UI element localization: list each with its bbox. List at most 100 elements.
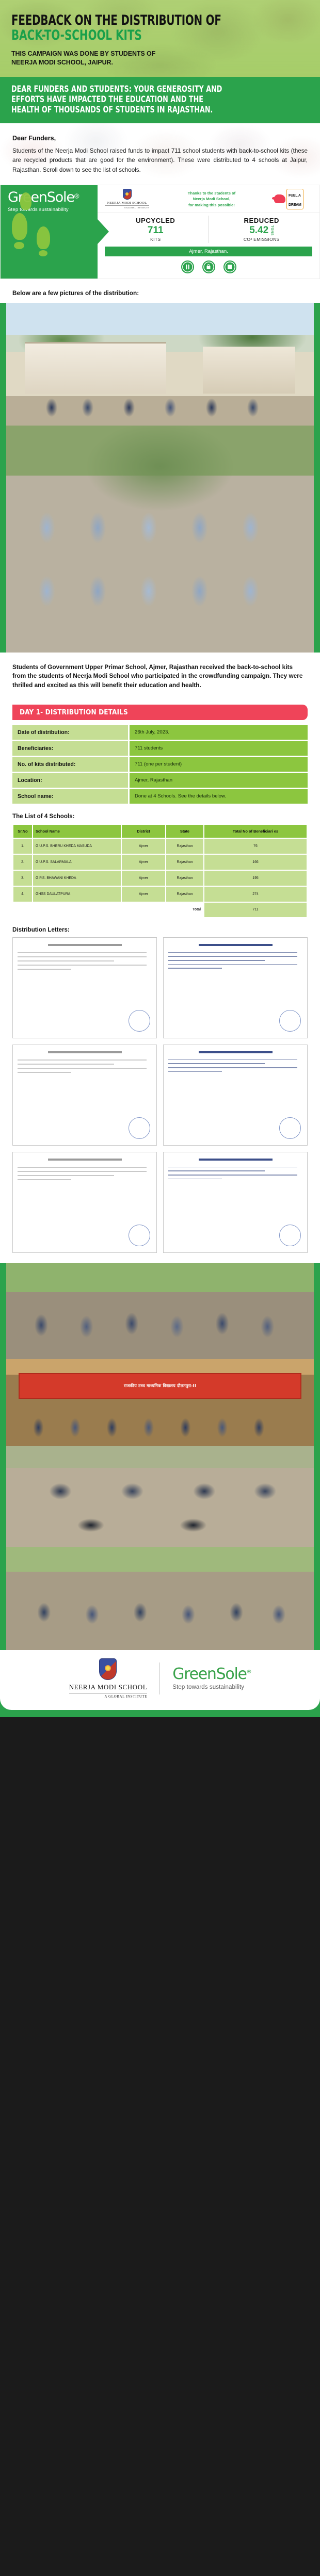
photo-band-wide bbox=[0, 1546, 320, 1650]
hero-section: FEEDBACK ON THE DISTRIBUTION OF BACK-TO-… bbox=[0, 0, 320, 77]
doc-text-line bbox=[18, 1063, 115, 1065]
footer-school-sub: A GLOBAL INSTITUTE bbox=[69, 1692, 148, 1699]
footprint-toes-icon bbox=[14, 241, 24, 249]
registered-trademark-icon: ® bbox=[246, 1669, 252, 1675]
photo-element bbox=[18, 493, 302, 556]
footer-greensole-logo: GreenSole® Step towards sustainability bbox=[172, 1665, 252, 1690]
description-block: Students of Government Upper Primar Scho… bbox=[0, 652, 320, 696]
detail-row: Beneficiaries: 711 students bbox=[12, 741, 308, 756]
school-hoarding-sign: राजकीय उच्च माध्यमिक विद्यालय दौलतपुरा-I… bbox=[18, 1373, 302, 1399]
footer-neerja-modi-school-logo: NEERJA MODI SCHOOL A GLOBAL INSTITUTE bbox=[69, 1658, 148, 1699]
photo-group-students bbox=[6, 1263, 314, 1359]
footer-divider bbox=[159, 1662, 161, 1694]
school-crest-icon bbox=[99, 1658, 117, 1680]
stat-upcycled-label: UPCYCLED bbox=[136, 216, 175, 224]
footer-band: NEERJA MODI SCHOOL A GLOBAL INSTITUTE Gr… bbox=[0, 1650, 320, 1717]
column-header-school-name: School Name bbox=[33, 824, 121, 838]
doc-text-line bbox=[168, 1059, 297, 1061]
letter-document bbox=[163, 937, 308, 1038]
doc-text-line bbox=[18, 952, 147, 953]
doc-text-line bbox=[18, 968, 71, 970]
detail-key: Location: bbox=[12, 773, 128, 788]
detail-value: 26th July, 2023. bbox=[130, 725, 308, 740]
cell-srno: 1. bbox=[13, 838, 32, 854]
table-row: 2. G.U.P.S. SALARMALA Ajmer Rajasthan 16… bbox=[13, 854, 307, 870]
letter-section: Dear Funders, Students of the Neerja Mod… bbox=[0, 123, 320, 185]
cell-beneficiaries: 274 bbox=[204, 886, 307, 902]
doc-header-line bbox=[198, 1158, 273, 1161]
detail-value: 711 (one per student) bbox=[130, 757, 308, 772]
thanks-row: NEERJA MODI SCHOOL A GLOBAL INSTITUTE Th… bbox=[98, 185, 319, 213]
doc-text-line bbox=[168, 964, 297, 965]
footer-brand-name: GreenSole bbox=[172, 1665, 247, 1683]
hero-subtitle-line2: NEERJA MODI SCHOOL, JAIPUR. bbox=[11, 59, 113, 67]
doc-text-line bbox=[168, 1166, 297, 1168]
photo-students-seated bbox=[6, 1445, 314, 1547]
doc-text-line bbox=[168, 1174, 297, 1176]
infographic-page: FEEDBACK ON THE DISTRIBUTION OF BACK-TO-… bbox=[0, 0, 320, 1717]
doc-header-line bbox=[198, 943, 273, 946]
cell-srno: 4. bbox=[13, 886, 32, 902]
total-label: Total bbox=[193, 907, 201, 911]
detail-key: Beneficiaries: bbox=[12, 741, 128, 756]
greensole-tagline: Step towards sustainability bbox=[8, 206, 69, 213]
doc-text-line bbox=[18, 960, 115, 961]
photo-element bbox=[18, 1280, 302, 1356]
photo-element bbox=[21, 1470, 299, 1541]
bag-icon bbox=[202, 260, 215, 273]
distribution-letters-grid bbox=[12, 937, 308, 1253]
table-row: 4. GHSS DAULATPURA Ajmer Rajasthan 274 bbox=[13, 886, 307, 902]
cell-school-name: G.P.S. BHAWANI KHEDA bbox=[33, 870, 121, 886]
cell-school-name: G.U.P.S. BHERU KHEDA MASUDA bbox=[33, 838, 121, 854]
photo-element bbox=[18, 1406, 302, 1443]
cell-district: Ajmer bbox=[122, 886, 165, 902]
photo-band-sitting bbox=[0, 1445, 320, 1547]
impact-stats: UPCYCLED 711 KITS REDUCED 5.42 TONS CO² E… bbox=[98, 213, 319, 244]
doc-text-line bbox=[168, 1170, 265, 1171]
column-header-srno: Sr.No bbox=[13, 824, 32, 838]
hoarding-text: राजकीय उच्च माध्यमिक विद्यालय दौलतपुरा-I… bbox=[123, 1383, 197, 1389]
doc-stamp-icon bbox=[129, 1009, 150, 1032]
photo-element bbox=[18, 557, 302, 619]
letter-document bbox=[12, 937, 157, 1038]
letter-document bbox=[163, 1044, 308, 1146]
doc-text-line bbox=[18, 1166, 147, 1168]
footer-school-name: NEERJA MODI SCHOOL bbox=[69, 1683, 148, 1691]
photo-school-building bbox=[6, 302, 314, 426]
doc-text-line bbox=[18, 1071, 71, 1073]
doc-text-line bbox=[18, 1175, 115, 1176]
letter-salutation: Dear Funders, bbox=[12, 134, 56, 142]
table-total-row: Total 711 bbox=[13, 902, 307, 917]
total-value: 711 bbox=[204, 902, 307, 917]
cell-school-name: GHSS DAULATPURA bbox=[33, 886, 121, 902]
detail-row: Location: Ajmer, Rajasthan bbox=[12, 773, 308, 788]
footprint-icon bbox=[37, 226, 50, 249]
stat-upcycled: UPCYCLED 711 KITS bbox=[103, 216, 209, 243]
elephant-icon bbox=[272, 194, 285, 204]
pictures-heading-block: Below are a few pictures of the distribu… bbox=[0, 279, 320, 303]
photo-band-group bbox=[0, 1263, 320, 1359]
thanks-line1: Thanks to the students of bbox=[187, 190, 236, 195]
cell-district: Ajmer bbox=[122, 838, 165, 854]
cell-beneficiaries: 76 bbox=[204, 838, 307, 854]
notebook-icon bbox=[223, 260, 236, 273]
doc-header-line bbox=[47, 1051, 122, 1053]
cell-state: Rajasthan bbox=[166, 870, 203, 886]
partner-line1: FUEL A bbox=[289, 193, 301, 198]
cell-district: Ajmer bbox=[122, 854, 165, 870]
cell-state: Rajasthan bbox=[166, 886, 203, 902]
photo-distribution-wide bbox=[6, 1546, 314, 1650]
impact-card-brand-panel: GreenSole® Step towards sustainability bbox=[1, 185, 98, 279]
doc-text-line bbox=[168, 968, 222, 969]
doc-text-line bbox=[18, 1179, 71, 1180]
doc-text-line bbox=[18, 964, 147, 966]
cell-srno: 2. bbox=[13, 854, 32, 870]
greensole-wordmark: GreenSole bbox=[8, 189, 75, 205]
letter-body: Students of the Neerja Modi School raise… bbox=[12, 147, 308, 174]
doc-text-line bbox=[168, 1063, 265, 1064]
neerja-modi-school-logo: NEERJA MODI SCHOOL A GLOBAL INSTITUTE bbox=[105, 189, 149, 209]
letter-background-photo bbox=[0, 123, 320, 185]
doc-text-line bbox=[18, 1059, 147, 1061]
footprint-icon bbox=[20, 192, 31, 210]
registered-trademark-icon: ® bbox=[74, 192, 79, 200]
